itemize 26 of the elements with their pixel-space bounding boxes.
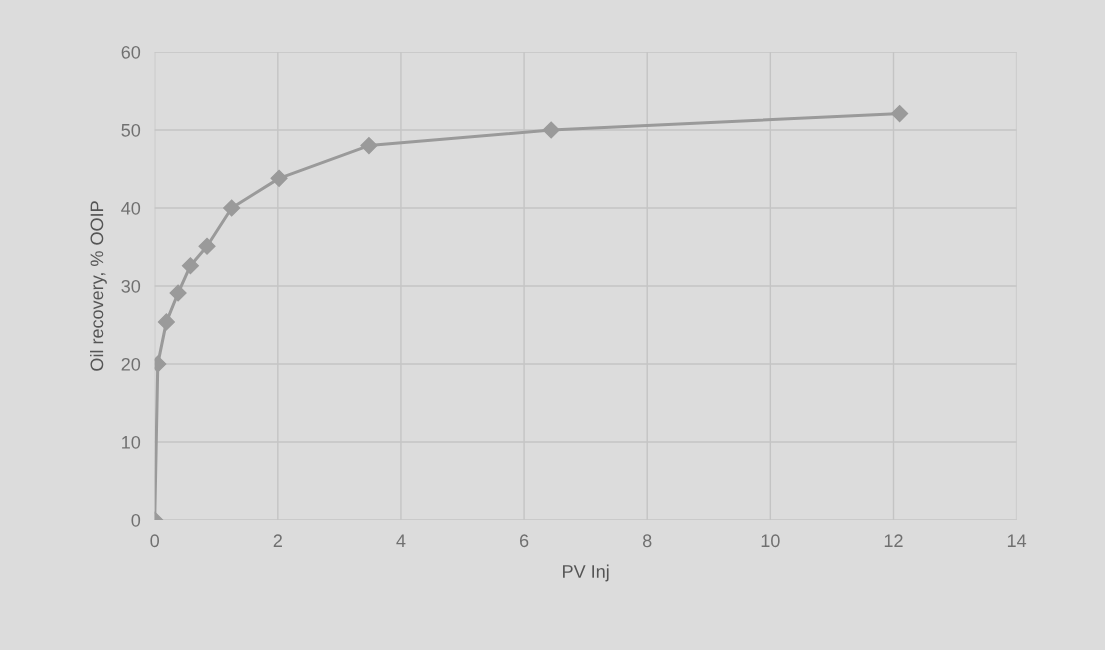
point (270, 169, 288, 187)
x-tick-label: 8 (642, 534, 652, 548)
x-tick-label: 12 (884, 534, 903, 547)
x-tick-label: 2 (273, 534, 282, 547)
y-tick-label: 50 (121, 123, 141, 137)
point (157, 313, 175, 331)
point (169, 284, 187, 302)
x-tick-label: 10 (761, 534, 780, 548)
x-axis-title: PV Inj (563, 564, 609, 582)
y-axis-title: Oil recovery, % OOIP (90, 201, 107, 371)
x-tick-label: 6 (519, 534, 529, 548)
y-tick-label: 20 (121, 357, 141, 371)
x-tick-label: 14 (1007, 534, 1027, 547)
point (223, 199, 241, 217)
point (542, 121, 560, 139)
point (181, 257, 199, 275)
y-tick-label: 0 (131, 513, 141, 527)
point (360, 137, 378, 155)
y-tick-label: 10 (122, 435, 141, 449)
y-tick-label: 40 (121, 201, 141, 215)
point (198, 237, 216, 255)
y-tick-label: 60 (121, 45, 141, 59)
y-tick-label: 30 (121, 279, 141, 293)
x-tick-label: 4 (396, 534, 406, 547)
point (891, 105, 909, 123)
x-tick-label: 0 (150, 534, 160, 548)
